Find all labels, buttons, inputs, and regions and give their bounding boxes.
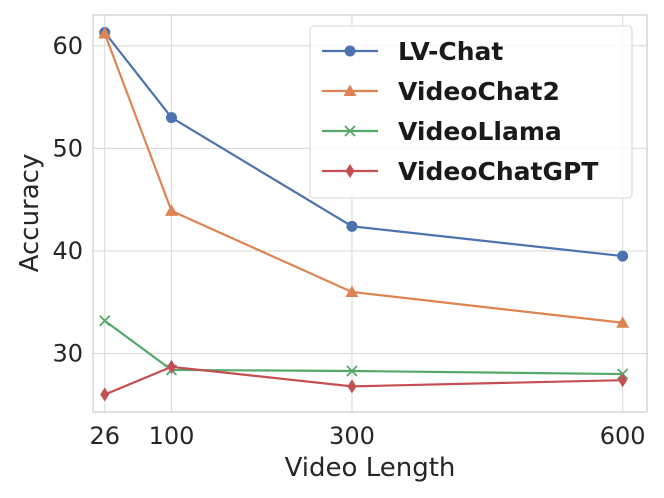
legend-marker [344, 45, 356, 57]
legend: LV-Chat VideoChat2 VideoLlama VideoChatGPT [309, 25, 633, 199]
data-point [618, 373, 628, 388]
x-tick-label: 100 [149, 422, 195, 450]
data-point [98, 26, 112, 39]
x-tick-label: 600 [600, 422, 646, 450]
series-line [104, 319, 623, 376]
legend-label: LV-Chat [398, 37, 503, 66]
data-point [345, 285, 359, 297]
data-point [165, 112, 177, 124]
data-point [347, 379, 357, 394]
series-videochatgpt [100, 359, 628, 402]
series-line [103, 31, 623, 258]
y-tick-label: 40 [52, 237, 83, 265]
y-axis-title: Accuracy [15, 154, 45, 273]
series-videochat2 [98, 26, 630, 328]
x-axis-title: Video Length [285, 453, 456, 483]
legend-label: VideoChat2 [398, 77, 560, 106]
series-line [103, 33, 623, 324]
legend-item: LV-Chat [322, 37, 503, 66]
legend-label: VideoLlama [398, 117, 562, 146]
legend-item: VideoChat2 [322, 77, 560, 106]
plot-frame [92, 14, 648, 413]
x-tick-label: 26 [89, 422, 120, 450]
y-tick-label: 30 [52, 340, 83, 368]
data-point [617, 250, 629, 262]
series-layer [98, 26, 630, 402]
legend-item: VideoChatGPT [322, 157, 598, 186]
series-line [104, 365, 623, 396]
y-tick-label: 60 [52, 32, 83, 60]
legend-item: VideoLlama [322, 117, 562, 146]
legend-marker [344, 125, 356, 137]
legend-marker [345, 164, 355, 178]
data-point [164, 204, 178, 216]
tick-labels: 26 100 300 600 30 40 50 60 [52, 32, 645, 450]
data-point [100, 387, 110, 402]
x-tick-label: 300 [329, 422, 375, 450]
y-tick-label: 50 [52, 134, 83, 162]
legend-marker [343, 84, 357, 96]
legend-box [309, 25, 633, 199]
data-point [166, 359, 176, 374]
legend-label: VideoChatGPT [398, 157, 598, 186]
data-point [346, 365, 358, 377]
data-point [616, 316, 630, 328]
data-point [346, 220, 358, 232]
data-point [99, 315, 111, 327]
